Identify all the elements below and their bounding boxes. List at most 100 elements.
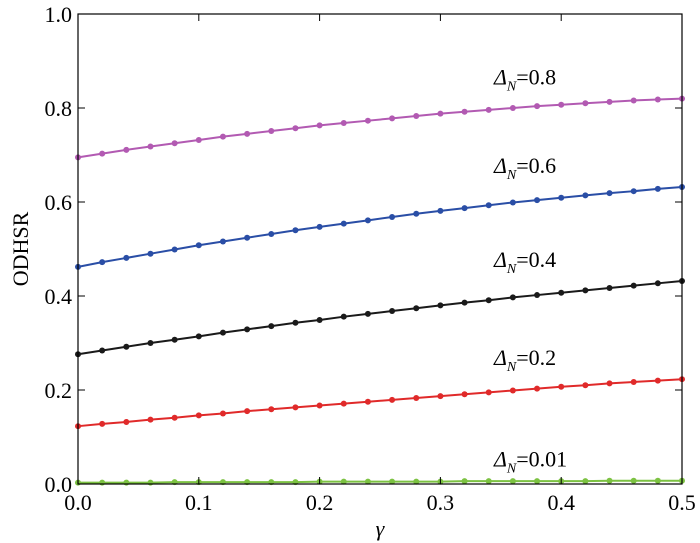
data-point [147,250,154,257]
data-point [437,110,444,117]
series-3 [75,376,685,430]
data-point [364,117,371,124]
series-line [77,97,683,159]
data-point [195,333,202,340]
series-label: ΔN=0.6 [493,153,556,183]
data-point [509,105,516,111]
data-point [413,394,420,401]
series-label-subscript: N [506,360,517,375]
y-axis-title: ODHSR [8,211,33,286]
data-point [123,146,130,153]
y-tick-label: 0.8 [45,96,73,121]
data-point [99,259,106,266]
x-tick-label: 0.0 [64,490,92,515]
series-label: ΔN=0.01 [493,447,567,477]
data-point [99,347,106,354]
data-point [389,308,396,315]
data-point [485,202,492,209]
data-point [461,299,468,306]
data-point [171,336,178,343]
data-point [534,197,541,204]
series-label-symbol: Δ [493,447,507,472]
data-point [509,387,516,394]
data-point [389,396,396,403]
data-point [340,313,347,320]
series-label-subscript: N [506,262,517,277]
data-point [461,478,468,485]
data-point [413,210,420,217]
data-point [534,385,541,392]
data-point [389,115,396,122]
data-point [654,185,661,192]
data-point [413,478,420,485]
series-label-value: =0.6 [516,153,556,178]
data-point [147,143,154,150]
data-point [340,120,347,127]
data-point [195,242,202,249]
data-point [582,287,589,294]
data-point [654,477,661,484]
x-tick-label: 0.5 [668,490,696,515]
data-point [171,246,178,253]
data-point [340,400,347,407]
data-point [219,410,226,417]
series-label-symbol: Δ [493,153,507,178]
data-point [558,194,565,201]
data-point [244,234,251,241]
series-label-subscript: N [506,168,517,183]
plot-frame [77,13,683,485]
data-point [219,238,226,245]
data-point [219,133,226,140]
series-label-subscript: N [506,462,517,477]
data-point [509,294,516,301]
series-line [78,479,682,484]
data-point [582,192,589,199]
data-point [340,478,347,485]
data-point [606,285,613,292]
data-point [509,199,516,206]
data-point [219,329,226,336]
data-point [509,478,516,485]
data-point [461,391,468,398]
data-point [534,292,541,299]
data-point [558,289,565,296]
data-point [244,408,251,415]
data-point [171,140,178,147]
data-point [147,416,154,423]
data-point [364,217,371,224]
data-point [461,108,468,115]
series-label-symbol: Δ [493,65,507,90]
data-point [606,190,613,197]
data-point [654,280,661,287]
data-point [99,420,106,427]
series-label-subscript: N [506,80,517,95]
data-point [485,389,492,396]
x-tick-label: 0.3 [427,490,455,515]
x-tick-label: 0.1 [185,490,213,515]
data-point [292,125,299,132]
y-tick-label: 0.0 [45,472,73,497]
data-point [461,205,468,212]
data-point [389,478,396,485]
data-point [316,223,323,230]
data-point [630,379,637,386]
series-label: ΔN=0.2 [493,345,556,375]
data-point [654,377,661,384]
data-point [582,382,589,389]
data-point [292,319,299,326]
data-point [244,326,251,333]
series-label-value: =0.8 [516,65,556,90]
data-point [171,414,178,421]
series-line [77,279,683,356]
series-1 [75,183,685,270]
data-point [437,207,444,214]
data-point [316,122,323,129]
series-label-symbol: Δ [493,247,507,272]
series-label: ΔN=0.8 [493,65,556,95]
data-point [147,340,154,346]
data-point [389,214,396,221]
data-point [123,479,130,486]
data-point [364,478,371,485]
data-point [630,188,637,195]
data-point [364,310,371,317]
